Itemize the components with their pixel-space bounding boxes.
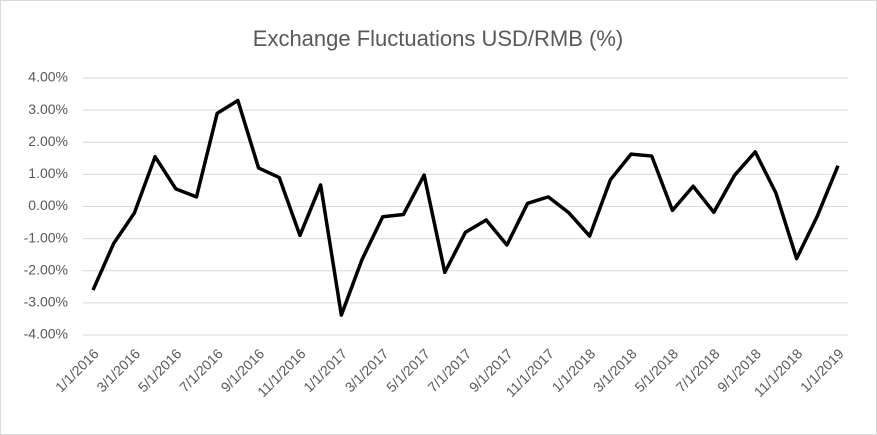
data-line <box>91 98 840 317</box>
y-tick-label: -2.00% <box>24 261 68 277</box>
y-tick-label: -3.00% <box>24 294 68 310</box>
y-tick-label: -4.00% <box>24 326 68 342</box>
y-tick-label: -1.00% <box>24 229 68 245</box>
y-tick-label: 4.00% <box>28 69 68 85</box>
y-tick-label: 2.00% <box>28 133 68 149</box>
chart-title: Exchange Fluctuations USD/RMB (%) <box>253 26 623 51</box>
y-tick-label: 0.00% <box>28 197 68 213</box>
y-tick-label: 1.00% <box>28 165 68 181</box>
y-tick-label: 3.00% <box>28 101 68 117</box>
